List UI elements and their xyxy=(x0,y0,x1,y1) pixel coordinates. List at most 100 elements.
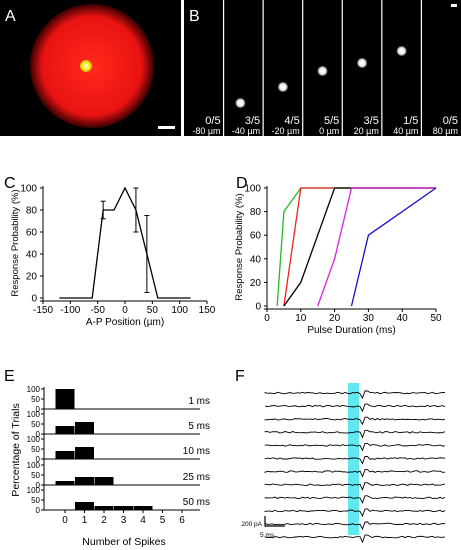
panel-label-a: A xyxy=(5,8,16,25)
current-trace xyxy=(264,508,446,518)
panel-a: A xyxy=(0,0,181,136)
frame-ratio: 3/5 xyxy=(364,115,379,127)
series-line xyxy=(350,187,437,307)
x-tick-label: 10 xyxy=(295,313,307,324)
panel-b: B 0/5-80 µm3/5-40 µm4/5-20 µm5/50 µm3/52… xyxy=(184,0,461,136)
y-tick-label: 50 xyxy=(31,420,40,429)
y-tick-label: 20 xyxy=(250,278,262,289)
y-tick-label: 0 xyxy=(36,506,41,515)
current-trace xyxy=(264,469,446,478)
frame-position: 20 µm xyxy=(354,126,379,136)
series-line xyxy=(283,187,436,307)
current-trace xyxy=(264,495,446,504)
frame-position: 40 µm xyxy=(393,126,418,136)
frame-position: -20 µm xyxy=(272,126,300,136)
x-tick-label: 150 xyxy=(199,305,216,316)
stimulus-spot xyxy=(277,82,288,92)
x-tick-label: 30 xyxy=(363,313,375,324)
stimulus-spot xyxy=(396,46,407,56)
panel-label-b: B xyxy=(189,8,200,25)
current-trace xyxy=(264,416,446,426)
current-trace xyxy=(264,390,446,400)
y-tick-label: 50 xyxy=(31,395,40,404)
x-tick-label: 3 xyxy=(121,515,127,526)
scale-bar-b xyxy=(451,4,457,7)
x-tick-label: 6 xyxy=(179,515,185,526)
x-tick-label: 0 xyxy=(62,515,68,526)
x-tick-label: 100 xyxy=(171,305,188,316)
x-tick-label: 40 xyxy=(397,313,409,324)
y-tick-label: 40 xyxy=(26,250,38,261)
y-tick-label: 0 xyxy=(36,481,41,490)
y-tick-label: 0 xyxy=(36,455,41,464)
y-tick-label: 0 xyxy=(255,302,261,313)
y-axis-label: Response Probability (%) xyxy=(234,193,245,300)
y-tick-label: 60 xyxy=(26,228,38,239)
yellow-spot xyxy=(80,60,92,72)
x-axis-label: Pulse Duration (ms) xyxy=(307,325,395,336)
panel-c: C -150 -100 -50 0 50 100 150 0 20 40 60 80 100 A-P Po… xyxy=(4,175,216,328)
frame-position: 0 µm xyxy=(319,126,339,136)
x-tick-label: 20 xyxy=(329,313,341,324)
current-trace xyxy=(264,521,446,531)
series-label: 10 ms xyxy=(183,446,210,457)
bar xyxy=(55,451,75,459)
bar xyxy=(75,477,94,485)
current-trace xyxy=(264,442,446,452)
x-tick-label: -100 xyxy=(60,305,80,316)
y-tick-label: 20 xyxy=(26,272,38,283)
x-axis-label: Number of Spikes xyxy=(82,536,165,548)
bar xyxy=(55,389,75,409)
bar xyxy=(55,481,75,485)
y-tick-label: 0 xyxy=(36,430,41,439)
x-tick-label: 50 xyxy=(430,313,442,324)
stimulus-spot xyxy=(235,98,246,108)
current-trace xyxy=(264,403,446,413)
x-tick-label: 0 xyxy=(122,305,128,316)
y-tick-label: 80 xyxy=(26,206,38,217)
current-trace xyxy=(264,482,446,491)
scale-bar-a xyxy=(158,126,175,129)
y-tick-label: 100 xyxy=(27,435,41,444)
y-tick-label: 0 xyxy=(31,294,37,305)
bar xyxy=(133,506,153,510)
panel-label-f: F xyxy=(235,368,245,385)
frame-position: -40 µm xyxy=(232,126,260,136)
y-tick-label: 100 xyxy=(27,486,41,495)
current-trace xyxy=(264,456,446,465)
bar xyxy=(75,447,94,459)
y-tick-label: 50 xyxy=(31,471,40,480)
frame-ratio: 3/5 xyxy=(245,115,260,127)
x-tick-label: 0 xyxy=(264,313,270,324)
scale-y-label: 200 pA xyxy=(241,521,262,528)
panel-label-c: C xyxy=(4,175,16,192)
series-line xyxy=(317,187,436,307)
y-tick-label: 80 xyxy=(250,207,262,218)
x-tick-label: -50 xyxy=(90,305,105,316)
current-trace xyxy=(264,534,446,544)
frame-ratio: 5/5 xyxy=(324,115,339,127)
series-label: 1 ms xyxy=(188,396,210,407)
x-tick-label: 1 xyxy=(82,515,88,526)
y-tick-label: 40 xyxy=(250,254,262,265)
y-axis-label: Percentage of Trials xyxy=(10,403,22,496)
y-tick-label: 100 xyxy=(27,461,41,470)
x-axis-label: A-P Position (µm) xyxy=(86,317,164,328)
series-label: 50 ms xyxy=(183,497,210,508)
stimulus-spot xyxy=(317,66,328,76)
bar xyxy=(94,477,114,485)
y-axis-label: Response Probability (%) xyxy=(10,189,21,296)
y-tick-label: 100 xyxy=(244,184,261,195)
panel-label-e: E xyxy=(4,368,15,385)
x-tick-label: 5 xyxy=(160,515,166,526)
y-tick-label: 60 xyxy=(250,231,262,242)
x-tick-label: -150 xyxy=(33,305,53,316)
y-tick-label: 100 xyxy=(27,385,41,394)
y-tick-label: 100 xyxy=(20,184,37,195)
x-tick-label: 50 xyxy=(147,305,159,316)
frame-ratio: 4/5 xyxy=(284,115,299,127)
frame-position: -80 µm xyxy=(192,126,220,136)
stimulus-spot xyxy=(357,58,368,68)
frame-position: 80 µm xyxy=(433,126,458,136)
